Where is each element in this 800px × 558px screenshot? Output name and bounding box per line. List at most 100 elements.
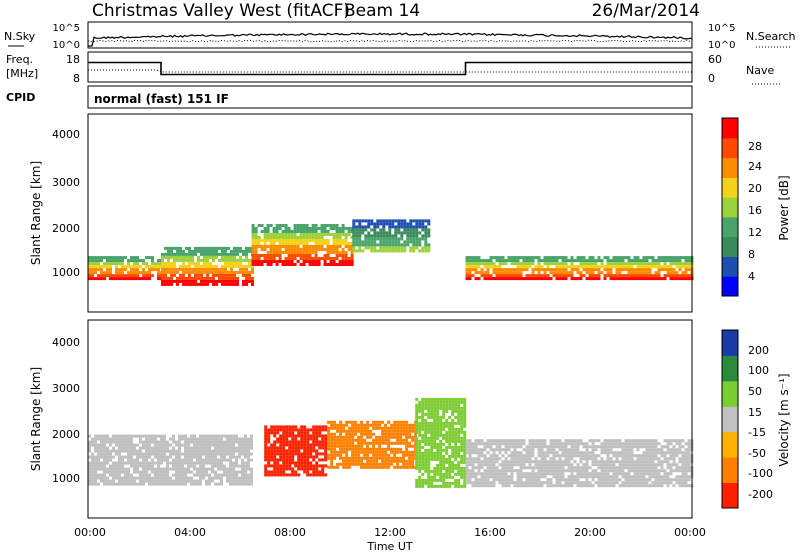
velocity-cell [154,446,157,450]
power-cell [290,233,294,236]
velocity-cell [94,467,97,471]
velocity-cell [399,420,403,424]
power-cell [513,262,517,266]
power-cell [308,251,312,254]
velocity-cell [121,449,124,453]
power-cell [516,274,520,278]
velocity-cell [321,434,325,438]
power-cell [127,271,130,275]
power-cell [648,265,652,269]
velocity-cell [591,475,595,479]
velocity-cell [483,472,487,476]
velocity-cell [160,479,163,483]
velocity-cell [142,443,145,447]
velocity-cell [558,460,562,464]
velocity-cell [543,481,547,485]
power-cell [421,228,425,232]
power-cell [275,254,279,257]
velocity-cell [121,464,124,468]
velocity-cell [387,432,391,436]
velocity-cell [145,455,148,459]
velocity-cell [184,443,187,447]
velocity-cell [436,442,440,446]
velocity-cell [250,437,253,441]
velocity-cell [454,484,458,488]
power-cell [570,262,574,266]
velocity-cell [300,455,304,459]
power-cell [139,271,142,275]
velocity-cell [421,457,425,461]
velocity-cell [270,443,274,447]
velocity-cell [97,449,100,453]
power-cell [275,236,279,239]
velocity-cell [399,435,403,439]
power-cell [332,224,336,227]
velocity-cell [244,455,247,459]
velocity-cell [387,429,391,433]
velocity-cell [190,449,193,453]
velocity-cell [418,463,422,467]
power-cbar-tick-4: 4 [748,270,755,283]
velocity-cell [366,429,370,433]
velocity-cell [205,461,208,465]
velocity-cell [436,466,440,470]
velocity-cell [477,454,481,458]
velocity-cell [540,472,544,476]
velocity-cell [366,441,370,445]
velocity-cell [642,469,646,473]
velocity-cell [324,458,328,462]
power-cell [492,277,496,281]
velocity-cell [457,454,461,458]
velocity-cell [609,478,613,482]
velocity-cell [451,424,455,428]
velocity-cell [387,426,391,430]
power-cell [254,242,258,245]
velocity-cell [312,440,316,444]
velocity-cell [100,461,103,465]
velocity-cell [442,484,446,488]
power-cell [633,262,637,266]
velocity-cell [360,441,364,445]
velocity-cell [612,442,616,446]
velocity-cell [576,439,580,443]
power-cell [157,277,160,281]
power-cell [412,231,416,235]
velocity-cell [360,444,364,448]
velocity-frame [87,319,693,519]
velocity-cell [288,425,292,429]
velocity-cell [178,482,181,486]
velocity-cell [103,461,106,465]
power-cell [576,271,580,275]
power-cell [191,279,194,283]
velocity-cell [418,457,422,461]
velocity-cell [330,456,334,460]
velocity-cell [175,467,178,471]
velocity-cell [235,470,238,474]
velocity-cell [424,457,428,461]
velocity-cell [609,475,613,479]
velocity-cell [588,472,592,476]
velocity-cell [624,454,628,458]
velocity-cell [427,439,431,443]
power-cell [684,277,688,281]
velocity-cell [546,445,550,449]
velocity-cell [178,440,181,444]
velocity-cell [184,476,187,480]
velocity-cell [351,426,355,430]
velocity-cell [528,466,532,470]
power-cell [555,271,559,275]
power-cell [275,263,279,266]
velocity-cell [618,463,622,467]
power-cell [606,274,610,278]
power-cell [197,273,200,277]
velocity-cell [430,442,434,446]
velocity-cell [639,478,643,482]
velocity-cell [393,420,397,424]
power-cell [344,242,348,245]
velocity-cell [522,484,526,488]
velocity-cell [448,454,452,458]
velocity-cell [241,467,244,471]
power-cell [495,265,499,269]
velocity-cell [424,466,428,470]
velocity-ylabel: Slant Range [km] [29,367,43,471]
